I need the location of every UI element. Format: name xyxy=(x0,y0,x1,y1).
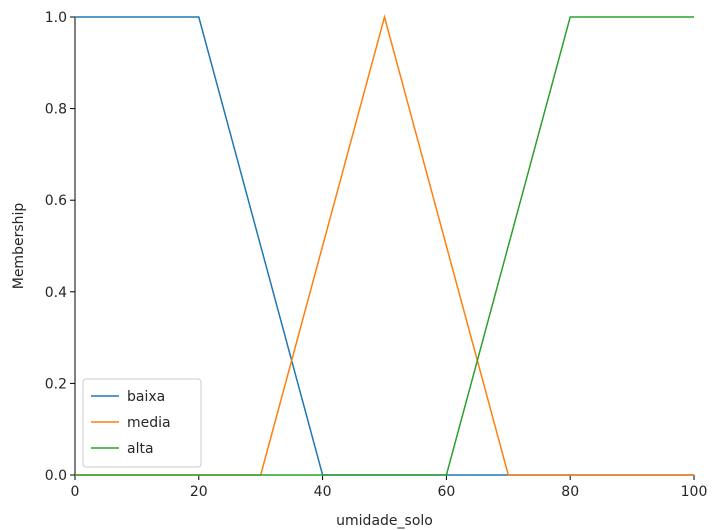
x-tick-label: 0 xyxy=(71,484,80,500)
x-tick-label: 80 xyxy=(561,484,579,500)
series-line-alta xyxy=(75,16,694,476)
y-tick-label: 0.2 xyxy=(45,376,67,392)
y-tick-label: 1.0 xyxy=(45,10,67,26)
y-ticks: 0.0 0.2 0.4 0.6 0.8 1.0 xyxy=(45,10,75,484)
legend: baixa media alta xyxy=(82,378,202,468)
y-axis-label: Membership xyxy=(11,203,27,290)
x-tick-label: 60 xyxy=(437,484,455,500)
legend-label-baixa: baixa xyxy=(127,389,165,405)
x-axis-label: umidade_solo xyxy=(336,513,433,529)
y-tick-label: 0.4 xyxy=(45,285,67,301)
series-lines xyxy=(75,14,694,476)
legend-label-media: media xyxy=(127,415,171,431)
x-tick-label: 20 xyxy=(190,484,208,500)
x-ticks: 0 20 40 60 80 100 xyxy=(71,475,708,500)
y-tick-label: 0.0 xyxy=(45,468,67,484)
y-tick-label: 0.8 xyxy=(45,102,67,118)
y-tick-label: 0.6 xyxy=(45,193,67,209)
legend-frame xyxy=(82,378,202,468)
x-tick-label: 100 xyxy=(681,484,708,500)
legend-label-alta: alta xyxy=(127,441,154,457)
x-tick-label: 40 xyxy=(314,484,332,500)
